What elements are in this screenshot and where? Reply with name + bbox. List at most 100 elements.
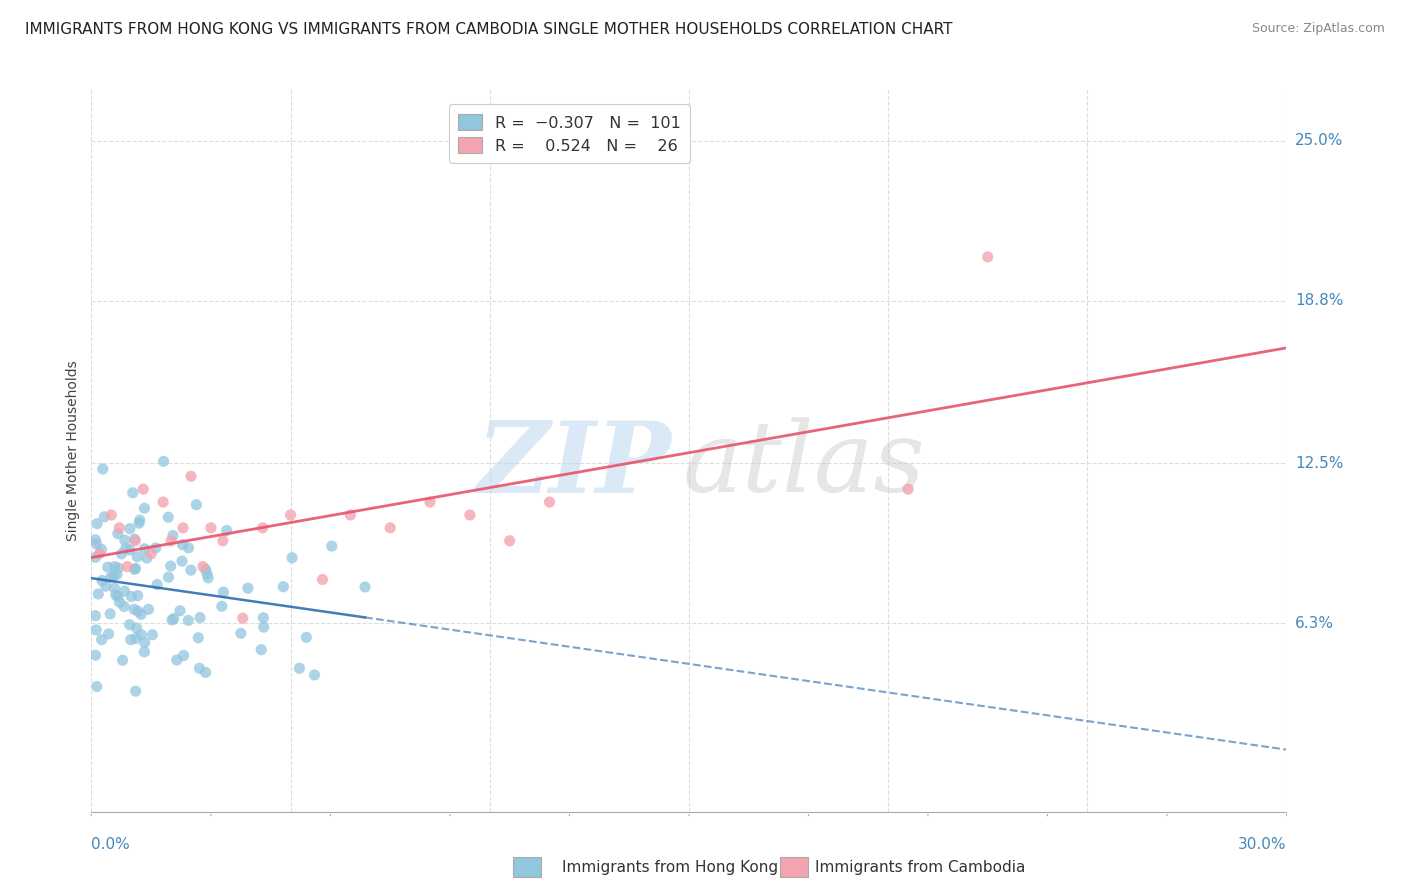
- Point: [134, 541, 156, 556]
- Point: [84, 648, 107, 663]
- Text: Source: ZipAtlas.com: Source: ZipAtlas.com: [1251, 22, 1385, 36]
- Point: [86, 537, 108, 551]
- Point: [339, 508, 361, 522]
- Point: [321, 539, 343, 553]
- Point: [124, 684, 146, 698]
- Point: [211, 599, 233, 614]
- Point: [145, 541, 167, 555]
- Point: [97, 560, 120, 574]
- Point: [195, 566, 218, 581]
- Point: [93, 509, 115, 524]
- Point: [295, 631, 318, 645]
- Point: [107, 561, 129, 575]
- Point: [104, 559, 127, 574]
- Point: [118, 543, 141, 558]
- Point: [124, 532, 146, 546]
- Point: [127, 604, 149, 618]
- Point: [110, 547, 132, 561]
- Point: [84, 608, 107, 623]
- Point: [91, 462, 114, 476]
- Point: [200, 521, 222, 535]
- Point: [354, 580, 377, 594]
- Point: [104, 588, 127, 602]
- Point: [304, 668, 326, 682]
- Point: [180, 563, 202, 577]
- Point: [180, 469, 202, 483]
- Point: [163, 612, 186, 626]
- Point: [146, 577, 169, 591]
- Point: [173, 648, 195, 663]
- Point: [107, 590, 129, 604]
- Point: [172, 521, 194, 535]
- Point: [134, 635, 156, 649]
- Point: [169, 604, 191, 618]
- Point: [125, 621, 148, 635]
- Point: [97, 627, 120, 641]
- Point: [419, 495, 441, 509]
- Point: [98, 607, 121, 621]
- Point: [159, 559, 181, 574]
- Point: [134, 645, 156, 659]
- Point: [187, 631, 209, 645]
- Point: [976, 250, 998, 264]
- Point: [114, 584, 136, 599]
- Text: IMMIGRANTS FROM HONG KONG VS IMMIGRANTS FROM CAMBODIA SINGLE MOTHER HOUSEHOLDS C: IMMIGRANTS FROM HONG KONG VS IMMIGRANTS …: [25, 22, 953, 37]
- Point: [253, 620, 276, 634]
- Point: [107, 526, 129, 541]
- Text: 0.0%: 0.0%: [91, 837, 131, 852]
- Point: [100, 508, 122, 522]
- Point: [157, 570, 180, 584]
- Point: [252, 521, 274, 535]
- Point: [87, 587, 110, 601]
- Point: [162, 528, 184, 542]
- Point: [152, 454, 174, 468]
- Point: [212, 585, 235, 599]
- Point: [128, 516, 150, 530]
- Point: [120, 590, 142, 604]
- Text: 25.0%: 25.0%: [1295, 133, 1343, 148]
- Text: atlas: atlas: [683, 417, 925, 513]
- Point: [86, 516, 108, 531]
- Point: [378, 521, 402, 535]
- Point: [120, 632, 142, 647]
- Point: [127, 549, 149, 564]
- Point: [118, 617, 141, 632]
- Point: [84, 623, 107, 637]
- Point: [177, 613, 200, 627]
- Point: [215, 524, 238, 538]
- Point: [160, 613, 183, 627]
- Point: [160, 533, 183, 548]
- Point: [118, 522, 141, 536]
- Point: [250, 642, 273, 657]
- Point: [105, 567, 128, 582]
- Point: [108, 521, 131, 535]
- Point: [125, 632, 148, 646]
- Point: [124, 533, 146, 548]
- Point: [188, 661, 211, 675]
- Point: [498, 533, 520, 548]
- Point: [129, 628, 152, 642]
- Point: [103, 582, 125, 596]
- Point: [90, 632, 112, 647]
- Point: [273, 580, 295, 594]
- Point: [197, 571, 219, 585]
- Point: [115, 559, 138, 574]
- Point: [458, 508, 481, 522]
- Point: [100, 571, 122, 585]
- Point: [194, 562, 217, 576]
- Point: [281, 550, 304, 565]
- Point: [166, 653, 188, 667]
- Point: [232, 611, 254, 625]
- Point: [229, 626, 252, 640]
- Point: [114, 533, 136, 548]
- Point: [186, 498, 208, 512]
- Legend: R =  −0.307   N =  101, R =    0.524   N =    26: R = −0.307 N = 101, R = 0.524 N = 26: [449, 104, 690, 163]
- Point: [124, 562, 146, 576]
- Point: [138, 602, 160, 616]
- Point: [108, 595, 131, 609]
- Point: [152, 495, 174, 509]
- Point: [538, 495, 561, 509]
- Point: [112, 599, 135, 614]
- Point: [141, 628, 163, 642]
- Text: Immigrants from Cambodia: Immigrants from Cambodia: [815, 860, 1026, 874]
